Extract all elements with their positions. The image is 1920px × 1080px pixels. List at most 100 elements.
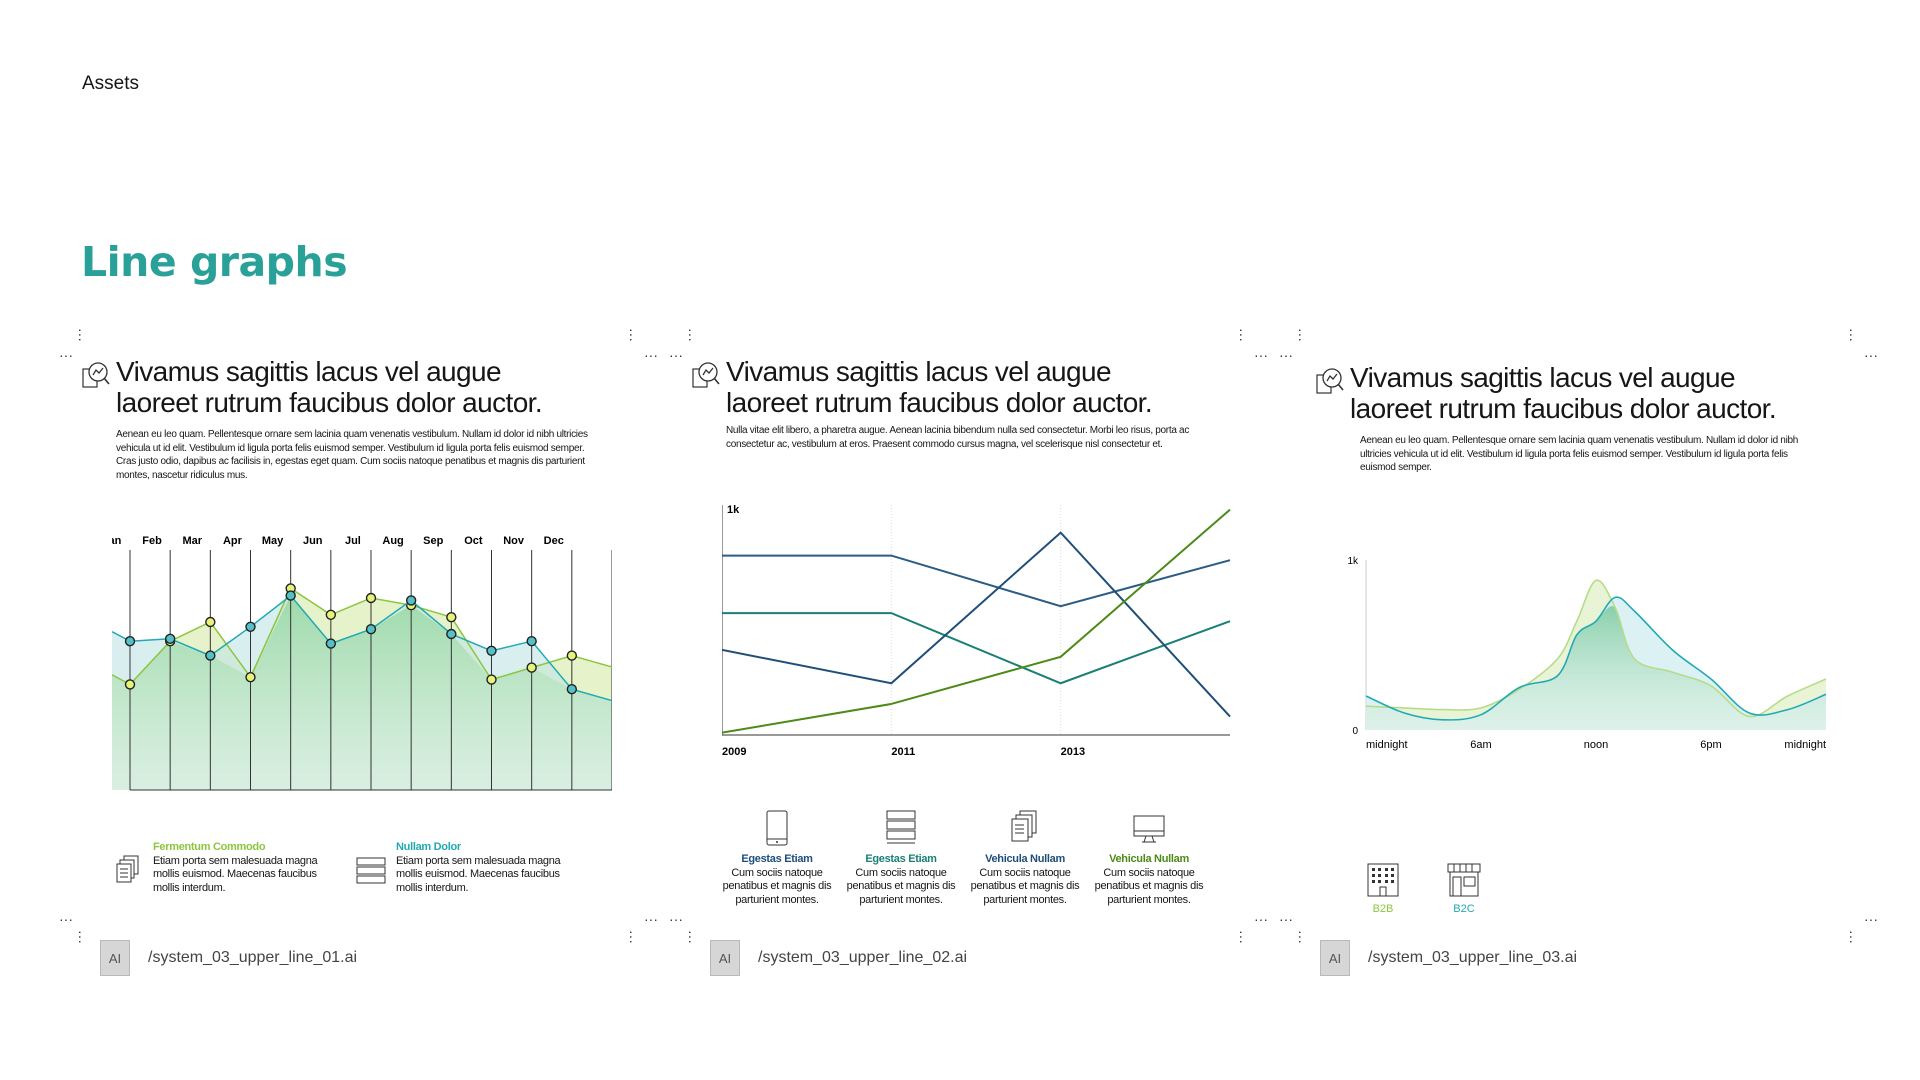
month-label: Mar — [182, 535, 202, 547]
crop-mark: ··· — [1293, 930, 1309, 944]
crop-mark: ··· — [1234, 930, 1250, 944]
overlap-area — [112, 595, 612, 790]
y-tick-label: 1k — [1347, 556, 1359, 567]
month-label: May — [262, 535, 284, 547]
card-title: Vivamus sagittis lacus vel augue laoreet… — [1350, 362, 1777, 424]
crop-mark: ··· — [644, 911, 658, 927]
data-point — [205, 616, 216, 628]
data-point — [245, 671, 256, 683]
month-label: Jun — [303, 535, 323, 547]
documents-icon — [1011, 810, 1037, 842]
crop-mark: ··· — [1844, 930, 1860, 944]
data-point — [405, 595, 417, 606]
assets-label: Assets — [82, 73, 140, 94]
category-title: Egestas Etiam — [741, 853, 813, 865]
crop-mark: ··· — [73, 328, 89, 342]
data-point — [566, 683, 578, 695]
storefront-icon — [1447, 863, 1481, 897]
office-building-icon — [1367, 863, 1399, 897]
category-item: Vehicula Nullam Cum sociis natoque penati… — [966, 853, 1084, 907]
category-text: Cum sociis natoque penatibus et magnis d… — [722, 866, 832, 906]
series-line — [722, 508, 1231, 734]
series-line — [722, 612, 1231, 685]
documents-icon — [116, 855, 139, 883]
line-b2b — [1365, 579, 1827, 718]
card-title: Vivamus sagittis lacus vel augue laoreet… — [116, 356, 543, 418]
smooth-area-chart-3: 0 1k midnight 6am noon 6pm midnight — [1347, 556, 1827, 751]
crop-mark: ··· — [1293, 328, 1309, 342]
file-row[interactable]: AI /system_03_upper_line_02.ai — [710, 940, 967, 976]
series-line — [722, 554, 1231, 608]
x-tick-label: noon — [1584, 739, 1608, 751]
area-overlap — [1366, 606, 1826, 730]
month-label: Nov — [503, 535, 525, 547]
x-tick-label: 6pm — [1700, 739, 1721, 751]
month-label: Sep — [423, 535, 443, 547]
month-label: Feb — [142, 535, 162, 547]
asset-card-1[interactable]: ··· ··· ··· ··· ··· ··· ··· ··· Vivamus … — [59, 320, 658, 976]
month-label: Aug — [382, 535, 403, 547]
data-point — [446, 628, 457, 640]
x-tick-label: 2013 — [1061, 746, 1085, 758]
crop-mark: ··· — [1254, 347, 1268, 363]
file-row[interactable]: AI /system_03_upper_line_03.ai — [1320, 940, 1577, 976]
crop-mark: ··· — [1279, 911, 1293, 927]
data-point — [486, 645, 497, 657]
file-row[interactable]: AI /system_03_upper_line_01.ai — [100, 940, 357, 976]
crop-mark: ··· — [624, 328, 640, 342]
x-tick-label: 2009 — [722, 746, 746, 758]
ai-file-icon: AI — [1320, 940, 1350, 976]
month-label: Oct — [464, 535, 483, 547]
data-point — [325, 638, 337, 649]
y-max-label: 1k — [727, 504, 740, 516]
data-point — [365, 592, 377, 604]
data-point — [245, 621, 256, 633]
series-line — [722, 531, 1231, 718]
x-tick-label: midnight — [1366, 739, 1408, 751]
analytics-search-icon — [692, 362, 720, 388]
crop-mark: ··· — [1844, 328, 1860, 342]
crop-mark: ··· — [683, 930, 699, 944]
data-point — [205, 650, 216, 661]
category-item: Egestas Etiam Cum sociis natoque penatibu… — [718, 853, 836, 907]
crop-mark: ··· — [669, 347, 683, 363]
x-tick-label: 2011 — [891, 746, 915, 758]
legend-item: Nullam Dolor Etiam porta sem malesuada m… — [396, 841, 561, 894]
asset-card-3[interactable]: ··· ··· ··· ··· ··· ··· ··· ··· Vivamus … — [1279, 320, 1878, 976]
line-area-chart-1: Jan Feb Mar Apr May Jun Jul Aug Sep Oct Nov Dec — [112, 535, 612, 791]
crop-mark: ··· — [683, 328, 699, 342]
mobile-icon — [766, 810, 788, 846]
card-body: Aenean eu leo quam. Pellentesque ornare … — [116, 429, 588, 481]
crop-mark: ··· — [73, 930, 89, 944]
data-point — [526, 635, 537, 647]
crop-mark: ··· — [59, 347, 73, 363]
category-item: Egestas Etiam Cum sociis natoque penatibu… — [842, 853, 960, 907]
crop-mark: ··· — [1279, 347, 1293, 363]
data-point — [325, 609, 337, 621]
category-title: Vehicula Nullam — [1109, 853, 1189, 865]
asset-card-2[interactable]: ··· ··· ··· ··· ··· ··· ··· ··· Vivamus … — [669, 320, 1268, 976]
category-item: Vehicula Nullam Cum sociis natoque penati… — [1090, 853, 1208, 907]
month-label: Dec — [544, 535, 564, 547]
segment-label: B2C — [1453, 903, 1475, 915]
ai-file-icon: AI — [100, 940, 130, 976]
data-point — [124, 635, 136, 647]
file-name[interactable]: /system_03_upper_line_01.ai — [148, 949, 358, 966]
segment-label: B2B — [1372, 903, 1394, 915]
card-title: Vivamus sagittis lacus vel augue laoreet… — [726, 356, 1153, 418]
category-text: Cum sociis natoque penatibus et magnis d… — [846, 866, 956, 906]
analytics-search-icon — [82, 362, 110, 388]
month-label: Apr — [223, 535, 243, 547]
file-name[interactable]: /system_03_upper_line_02.ai — [758, 949, 968, 966]
data-point — [124, 679, 136, 690]
section-title: Line graphs — [81, 238, 348, 286]
file-name[interactable]: /system_03_upper_line_03.ai — [1368, 949, 1578, 966]
category-title: Egestas Etiam — [865, 853, 937, 865]
month-label: Jul — [345, 535, 361, 547]
crop-mark: ··· — [624, 930, 640, 944]
line-b2c — [1365, 596, 1827, 721]
data-point — [446, 611, 457, 623]
crop-mark: ··· — [669, 911, 683, 927]
crop-mark: ··· — [1864, 911, 1878, 927]
legend-item: Fermentum Commodo Etiam porta sem malesu… — [153, 841, 318, 894]
